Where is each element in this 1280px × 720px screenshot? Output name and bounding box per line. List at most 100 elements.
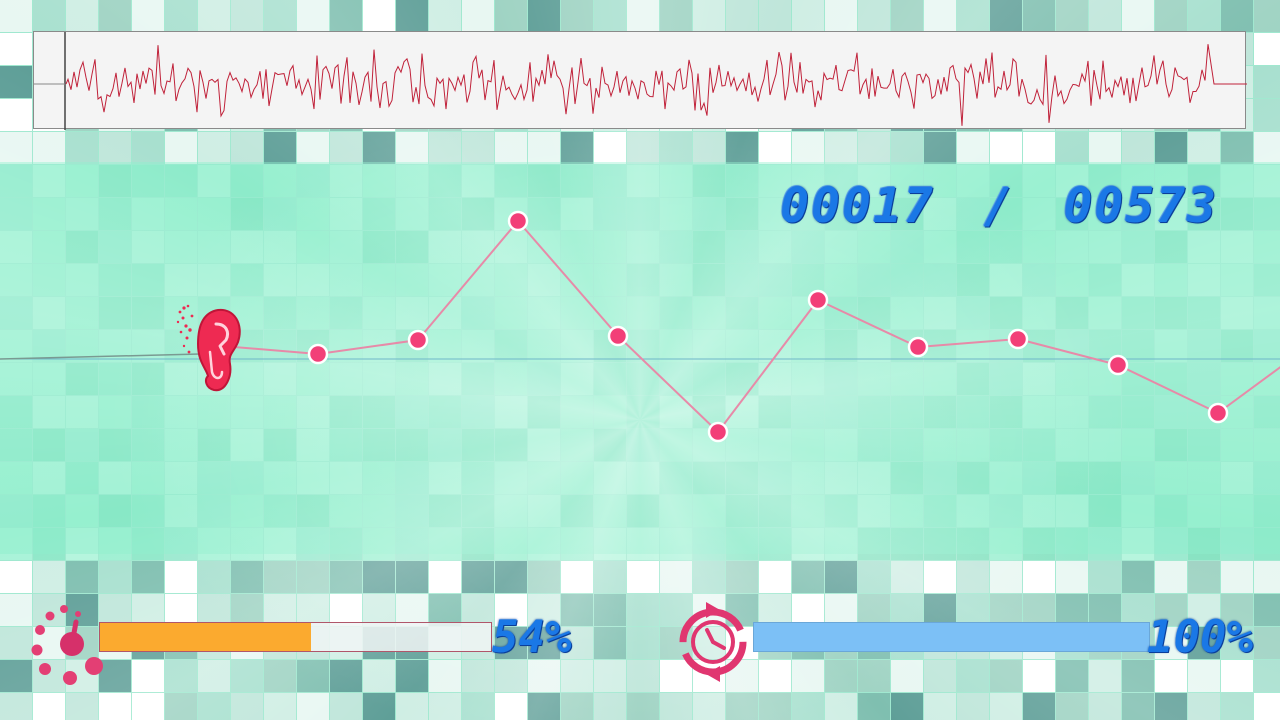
tile (429, 231, 461, 263)
tile (0, 462, 32, 494)
tile (1023, 330, 1055, 362)
tile (858, 264, 890, 296)
tile (858, 462, 890, 494)
tile (1254, 231, 1280, 263)
tile (66, 198, 98, 230)
tile (1023, 594, 1055, 626)
tile (1188, 165, 1220, 197)
tile (495, 231, 527, 263)
tile (297, 396, 329, 428)
tile (924, 231, 956, 263)
tile (891, 660, 923, 692)
tile (825, 462, 857, 494)
tile (396, 495, 428, 527)
tile (198, 594, 230, 626)
tile (33, 231, 65, 263)
tile (1023, 561, 1055, 593)
tile (990, 198, 1022, 230)
tile (594, 297, 626, 329)
tile (462, 495, 494, 527)
tile (1254, 66, 1280, 98)
tile (363, 132, 395, 164)
tile (627, 561, 659, 593)
tile (528, 627, 560, 659)
tile (627, 330, 659, 362)
tile (165, 561, 197, 593)
tile (297, 231, 329, 263)
tile (495, 363, 527, 395)
tile (1023, 660, 1055, 692)
tile (231, 363, 263, 395)
tile (1056, 0, 1088, 32)
tile (0, 429, 32, 461)
tile (198, 0, 230, 32)
tile (660, 660, 692, 692)
tile (33, 297, 65, 329)
tile (495, 330, 527, 362)
tile (66, 462, 98, 494)
tile (33, 693, 65, 720)
tile (264, 165, 296, 197)
tile (429, 594, 461, 626)
tile (66, 264, 98, 296)
tile (825, 495, 857, 527)
tile (132, 462, 164, 494)
counter-current: 00017 (780, 178, 935, 234)
tile (792, 363, 824, 395)
tile (528, 165, 560, 197)
tile (792, 231, 824, 263)
tile (198, 429, 230, 461)
tile (462, 0, 494, 32)
tile (297, 198, 329, 230)
waveform-panel (33, 31, 1247, 130)
tile (825, 660, 857, 692)
tile (165, 594, 197, 626)
tile (957, 132, 989, 164)
tile (528, 495, 560, 527)
tile (627, 462, 659, 494)
tile (66, 693, 98, 720)
tile (297, 363, 329, 395)
tile (1254, 429, 1280, 461)
waveform (34, 32, 1247, 130)
tile (1188, 561, 1220, 593)
track-segment (917, 338, 1019, 348)
tile (1089, 231, 1121, 263)
tile (132, 264, 164, 296)
tile (1221, 297, 1253, 329)
tile (759, 231, 791, 263)
tile (792, 198, 824, 230)
tile (1188, 330, 1220, 362)
tile (627, 264, 659, 296)
tile (0, 198, 32, 230)
tile (957, 165, 989, 197)
tile (33, 429, 65, 461)
tile (990, 165, 1022, 197)
tile (1089, 594, 1121, 626)
tile (1023, 165, 1055, 197)
tile (1155, 561, 1187, 593)
tile (462, 363, 494, 395)
track-segment (417, 220, 519, 341)
track-segment (817, 299, 919, 348)
tile (297, 462, 329, 494)
tile (957, 297, 989, 329)
tile (825, 132, 857, 164)
tile (99, 462, 131, 494)
tile (231, 528, 263, 560)
tile (363, 495, 395, 527)
tile (0, 330, 32, 362)
tile (429, 693, 461, 720)
time-percent: 100% (1147, 612, 1253, 663)
tile (759, 495, 791, 527)
tile (726, 297, 758, 329)
tile (66, 396, 98, 428)
tile (924, 495, 956, 527)
tile (660, 0, 692, 32)
tile (1188, 495, 1220, 527)
tile (198, 561, 230, 593)
tile (1221, 594, 1253, 626)
tile (1122, 660, 1154, 692)
tile (396, 561, 428, 593)
